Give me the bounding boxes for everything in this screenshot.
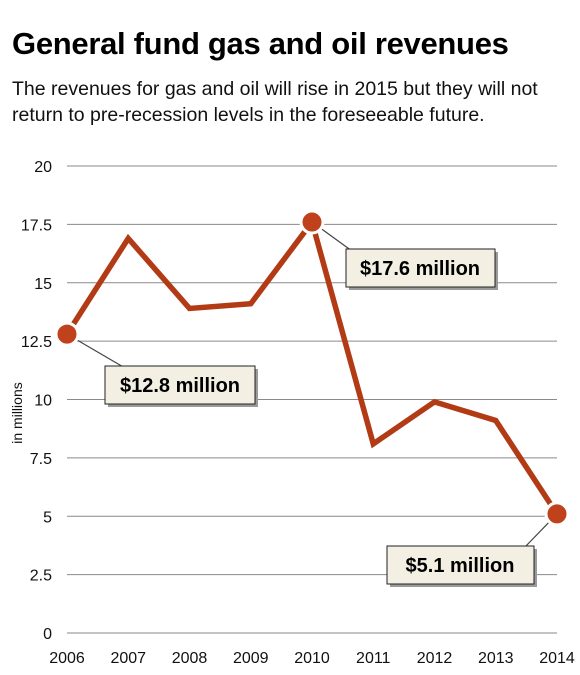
callout-box <box>104 365 256 405</box>
callout-box <box>345 248 496 288</box>
y-tick-label: 0 <box>43 626 52 643</box>
x-tick-label: 2009 <box>233 650 269 667</box>
x-tick-label: 2011 <box>356 650 391 667</box>
callout-box <box>386 545 535 585</box>
y-tick-label: 17.5 <box>21 217 52 234</box>
y-tick-label: 7.5 <box>30 451 52 468</box>
x-tick-label: 2012 <box>417 650 453 667</box>
y-tick-label: 10 <box>34 393 52 410</box>
chart-title: General fund gas and oil revenues <box>12 26 509 61</box>
callout-label: $5.1 million <box>406 555 515 577</box>
y-tick-label: 2.5 <box>30 568 52 585</box>
x-tick-labels: 2006 2007 2008 2009 2010 2011 2012 2013 2014 <box>49 650 575 667</box>
x-tick-label: 2008 <box>172 650 208 667</box>
chart-subtitle: The revenues for gas and oil will rise i… <box>12 78 538 126</box>
y-tick-labels: 0 2.5 5 7.5 10 12.5 15 17.5 20 <box>21 159 52 643</box>
callout-label: $17.6 million <box>360 258 480 280</box>
x-tick-label: 2010 <box>294 650 330 667</box>
x-tick-label: 2007 <box>110 650 146 667</box>
data-point-marker <box>54 321 80 347</box>
x-tick-label: 2014 <box>539 650 575 667</box>
y-axis-label: in millions <box>9 382 25 443</box>
x-tick-label: 2006 <box>49 650 85 667</box>
data-point-marker <box>299 209 325 235</box>
y-tick-label: 5 <box>43 509 52 526</box>
y-tick-label: 15 <box>34 276 52 293</box>
callout-label: $12.8 million <box>120 375 240 397</box>
y-tick-label: 12.5 <box>21 334 52 351</box>
data-markers <box>54 209 570 527</box>
y-tick-label: 20 <box>34 159 52 176</box>
data-point-marker <box>544 501 570 527</box>
callout-labels: $12.8 million $17.6 million $5.1 million <box>104 248 537 587</box>
x-tick-label: 2013 <box>478 650 514 667</box>
